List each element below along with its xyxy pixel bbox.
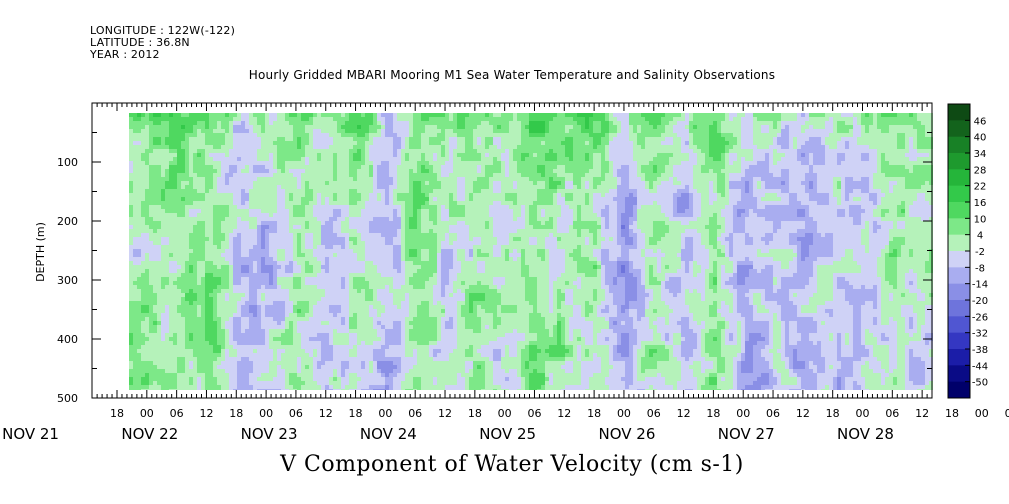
colorbar-label: 46 bbox=[974, 116, 987, 127]
y-axis-label: DEPTH (m) bbox=[34, 222, 47, 282]
colorbar-swatch bbox=[948, 104, 970, 121]
x-hour-label: 12 bbox=[677, 407, 691, 420]
y-tick-label: 300 bbox=[57, 274, 78, 287]
colorbar-label: -38 bbox=[972, 345, 988, 356]
colorbar-swatch bbox=[948, 218, 970, 236]
colorbar-swatch bbox=[948, 267, 970, 285]
x-hour-label: 18 bbox=[110, 407, 124, 420]
colorbar-label: 28 bbox=[974, 165, 987, 176]
x-hour-label: 12 bbox=[199, 407, 213, 420]
colorbar-label: 34 bbox=[974, 149, 987, 160]
x-hour-label: 00 bbox=[975, 407, 989, 420]
colorbar-swatch bbox=[948, 349, 970, 366]
x-day-label: NOV 28 bbox=[837, 425, 894, 443]
chart-title: Hourly Gridded MBARI Mooring M1 Sea Wate… bbox=[248, 68, 776, 82]
x-hour-label: 18 bbox=[349, 407, 363, 420]
colorbar-swatch bbox=[948, 316, 970, 334]
x-hour-label: 00 bbox=[498, 407, 512, 420]
colorbar-label: -2 bbox=[975, 247, 985, 258]
x-hour-label: 12 bbox=[319, 407, 333, 420]
colorbar-label: -50 bbox=[972, 378, 988, 389]
x-hour-label: 06 bbox=[170, 407, 184, 420]
colorbar-label: 22 bbox=[974, 182, 987, 193]
x-hour-label: 18 bbox=[468, 407, 482, 420]
colorbar-swatch bbox=[948, 153, 970, 170]
colorbar-swatch bbox=[948, 234, 970, 252]
colorbar-swatch bbox=[948, 300, 970, 317]
colorbar-label: -14 bbox=[972, 280, 988, 291]
colorbar-label: -32 bbox=[972, 329, 988, 340]
x-hour-label: 18 bbox=[826, 407, 840, 420]
colorbar-label: -20 bbox=[972, 296, 988, 307]
x-hour-label: 00 bbox=[617, 407, 631, 420]
y-tick-label: 100 bbox=[57, 156, 78, 169]
x-hour-label: 00 bbox=[736, 407, 750, 420]
x-hour-label: 18 bbox=[706, 407, 720, 420]
colorbar-swatch bbox=[948, 185, 970, 203]
colorbar-label: -26 bbox=[972, 312, 988, 323]
colorbar-swatch bbox=[948, 332, 970, 350]
x-hour-label: 18 bbox=[229, 407, 243, 420]
x-hour-label: 12 bbox=[915, 407, 929, 420]
x-day-label: NOV 26 bbox=[598, 425, 655, 443]
x-day-label: NOV 27 bbox=[718, 425, 775, 443]
y-tick-label: 200 bbox=[57, 215, 78, 228]
x-axis-label: V Component of Water Velocity (cm s-1) bbox=[280, 452, 744, 477]
x-hour-label: 06 bbox=[647, 407, 661, 420]
x-hour-label: 00 bbox=[378, 407, 392, 420]
y-tick-label: 500 bbox=[57, 392, 78, 405]
colorbar-label: -8 bbox=[975, 263, 985, 274]
x-hour-label: 12 bbox=[796, 407, 810, 420]
x-hour-label: 12 bbox=[438, 407, 452, 420]
x-day-label: NOV 22 bbox=[121, 425, 178, 443]
colorbar-label: 16 bbox=[974, 198, 987, 209]
colorbar-swatch bbox=[948, 136, 970, 154]
longitude-label: LONGITUDE : 122W(-122) bbox=[90, 24, 236, 37]
colorbar-swatch bbox=[948, 365, 970, 383]
colorbar-swatch bbox=[948, 283, 970, 301]
x-hour-label: 06 bbox=[1005, 407, 1009, 420]
x-hour-label: 06 bbox=[289, 407, 303, 420]
colorbar-label: 40 bbox=[974, 133, 987, 144]
x-hour-label: 06 bbox=[885, 407, 899, 420]
colorbar-label: 4 bbox=[977, 231, 983, 242]
x-day-label: NOV 24 bbox=[360, 425, 417, 443]
x-day-label: NOV 23 bbox=[241, 425, 298, 443]
colorbar-swatch bbox=[948, 120, 970, 138]
colorbar-swatch bbox=[948, 381, 970, 399]
x-hour-label: 06 bbox=[527, 407, 541, 420]
x-hour-label: 06 bbox=[766, 407, 780, 420]
colorbar: 46 40 34 28 22 16 10 4 -2 -8 -14 -20 -26 -32 -38 -44 -50 bbox=[947, 103, 988, 399]
y-tick-label: 400 bbox=[57, 333, 78, 346]
colorbar-label: 10 bbox=[974, 214, 987, 225]
x-day-label: NOV 21 bbox=[2, 425, 59, 443]
x-hour-label: 18 bbox=[945, 407, 959, 420]
year-label: YEAR : 2012 bbox=[90, 48, 160, 61]
colorbar-swatch bbox=[948, 202, 970, 219]
x-hour-label: 00 bbox=[856, 407, 870, 420]
x-hour-label: 00 bbox=[140, 407, 154, 420]
x-day-label: NOV 25 bbox=[479, 425, 536, 443]
x-hour-label: 06 bbox=[408, 407, 422, 420]
colorbar-swatch bbox=[948, 251, 970, 268]
x-hour-label: 12 bbox=[557, 407, 571, 420]
heatmap-field bbox=[129, 113, 933, 390]
colorbar-swatch bbox=[948, 169, 970, 187]
x-hour-label: 00 bbox=[259, 407, 273, 420]
x-hour-label: 18 bbox=[587, 407, 601, 420]
colorbar-label: -44 bbox=[972, 361, 988, 372]
latitude-label: LATITUDE : 36.8N bbox=[90, 36, 190, 49]
